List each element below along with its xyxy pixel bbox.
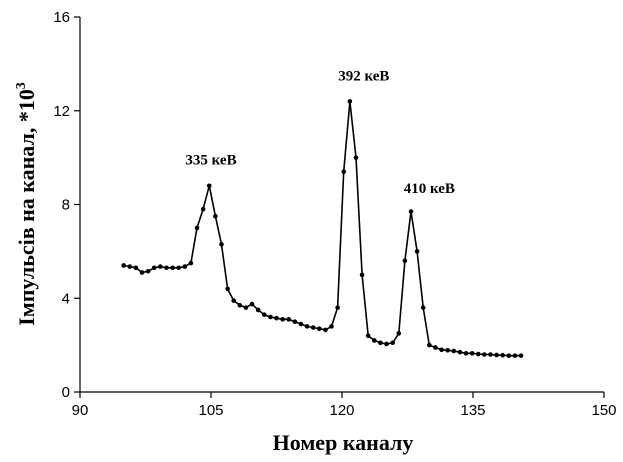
x-tick-label: 135	[460, 402, 485, 419]
data-point	[378, 340, 383, 346]
data-point	[274, 315, 279, 321]
x-axis-title: Номер каналу	[273, 430, 414, 455]
data-point	[414, 249, 420, 254]
data-point	[408, 209, 414, 214]
data-point	[170, 265, 175, 271]
data-point	[323, 327, 328, 333]
series-line	[123, 100, 521, 357]
data-point	[427, 342, 432, 348]
data-point	[463, 351, 469, 356]
data-point	[158, 264, 163, 269]
y-tick-label: 4	[62, 290, 70, 307]
data-point	[396, 331, 402, 336]
data-point	[335, 305, 340, 310]
y-axis-title: Імпульсів на канал, *103	[14, 82, 39, 326]
data-point	[280, 317, 285, 322]
data-point	[316, 326, 322, 332]
data-point	[390, 340, 395, 346]
y-axis-title-main: Імпульсів на канал, *10	[14, 89, 39, 326]
data-point	[475, 351, 481, 357]
data-point	[457, 349, 463, 355]
data-point	[384, 341, 389, 347]
data-point	[341, 169, 347, 174]
data-point	[182, 264, 188, 269]
data-point	[451, 348, 457, 354]
peak-label: 335 кеВ	[185, 153, 236, 169]
data-point	[353, 155, 359, 160]
peak-label: 392 кеВ	[338, 68, 389, 84]
data-point	[445, 347, 450, 353]
data-point	[512, 353, 518, 358]
data-point	[420, 305, 426, 310]
data-point	[237, 302, 243, 308]
data-point	[249, 301, 255, 307]
data-point	[255, 307, 261, 313]
data-point	[298, 321, 304, 327]
data-point	[494, 352, 499, 358]
data-point	[139, 270, 145, 275]
plot-area	[121, 99, 524, 358]
data-point	[219, 242, 224, 247]
ticks: 90 105 120 135 150 0 4 8 12 16	[53, 9, 616, 419]
data-point	[488, 352, 493, 357]
y-tick-label: 16	[53, 9, 70, 26]
data-point	[304, 324, 310, 329]
data-point	[500, 352, 505, 358]
data-point	[243, 305, 249, 310]
data-point	[121, 263, 126, 268]
data-point	[365, 333, 371, 339]
data-point	[359, 272, 365, 278]
data-point	[372, 338, 377, 343]
x-tick-label: 90	[72, 402, 89, 419]
data-point	[176, 265, 181, 271]
data-point	[292, 319, 298, 324]
y-tick-label: 0	[62, 384, 70, 401]
y-tick-label: 8	[62, 197, 70, 214]
data-point	[194, 225, 200, 231]
x-tick-label: 105	[198, 402, 223, 419]
data-point	[506, 353, 512, 358]
data-point	[213, 213, 218, 219]
data-point	[200, 206, 206, 212]
data-point	[133, 265, 139, 271]
data-point	[329, 324, 334, 329]
data-point	[206, 183, 212, 189]
x-tick-label: 150	[591, 402, 616, 419]
data-point	[482, 352, 487, 357]
y-axis-title-exponent: 3	[14, 82, 29, 89]
data-point	[286, 317, 292, 322]
data-point	[469, 351, 475, 356]
data-point	[188, 260, 194, 266]
data-point	[347, 99, 353, 104]
data-point	[433, 345, 438, 350]
data-point	[151, 265, 157, 271]
data-point	[268, 314, 273, 320]
x-tick-label: 120	[329, 402, 354, 419]
peak-label: 410 кеВ	[404, 181, 455, 197]
annotations: 335 кеВ 392 кеВ 410 кеВ	[185, 68, 455, 197]
data-point	[127, 264, 133, 269]
data-point	[518, 353, 524, 358]
data-point	[164, 265, 169, 271]
data-point	[225, 286, 230, 292]
y-tick-label: 12	[53, 103, 70, 120]
data-point	[231, 298, 237, 303]
data-point	[439, 347, 444, 353]
data-point	[310, 325, 316, 330]
data-point	[145, 268, 151, 274]
data-point	[261, 312, 267, 317]
data-point	[402, 258, 408, 264]
